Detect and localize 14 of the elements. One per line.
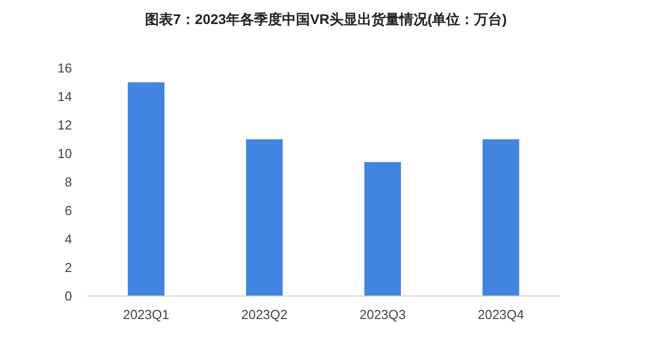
- ytick: 16: [58, 60, 72, 76]
- ytick: 0: [64, 288, 72, 304]
- xtick: 2023Q2: [241, 307, 288, 322]
- ytick: 10: [58, 146, 72, 161]
- ytick: 4: [64, 232, 72, 246]
- ytick: 2: [64, 260, 72, 275]
- ytick: 6: [64, 203, 72, 218]
- ytick: 8: [64, 174, 72, 190]
- xtick: 2023Q1: [123, 307, 170, 322]
- xtick: 2023Q4: [478, 307, 524, 322]
- xtick: 2023Q3: [360, 307, 406, 322]
- title: 图表7：2023年各季度中国VR头显出货量情况(单位：万台): [145, 11, 507, 27]
- ytick: 14: [58, 89, 72, 104]
- ytick: 12: [58, 118, 72, 132]
